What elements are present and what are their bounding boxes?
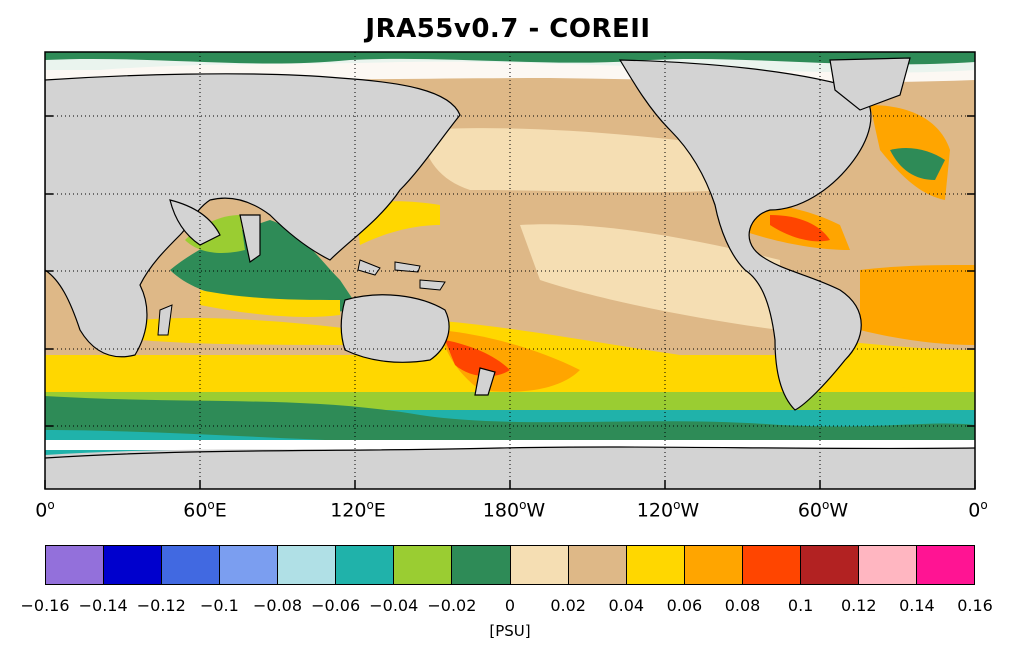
colorbar-swatch-0 bbox=[46, 546, 105, 584]
colorbar-tick-label-3: −0.1 bbox=[199, 596, 239, 615]
colorbar-tick-label-13: 0.1 bbox=[787, 596, 814, 615]
colorbar-swatch-4 bbox=[278, 546, 337, 584]
colorbar-tick-label-4: −0.08 bbox=[252, 596, 303, 615]
colorbar-swatch-9 bbox=[568, 546, 627, 584]
colorbar-tick-label-14: 0.12 bbox=[840, 596, 877, 615]
caribbean-red bbox=[770, 215, 830, 242]
map-gridlines bbox=[45, 52, 975, 489]
atlantic-orange bbox=[860, 265, 975, 345]
arabia-india-land bbox=[169, 199, 261, 264]
colorbar-tick-label-15: 0.14 bbox=[899, 596, 935, 615]
lon-label-2: 120oE bbox=[330, 498, 386, 522]
antarctica-white-edge bbox=[45, 440, 975, 450]
lon-label-5: 60oW bbox=[797, 498, 849, 522]
colorbar-swatch-7 bbox=[452, 546, 511, 584]
antarctica-coast bbox=[45, 446, 975, 459]
madagascar-land bbox=[157, 304, 173, 336]
southern-darkgreen-band bbox=[45, 396, 975, 448]
new-zealand-land bbox=[474, 367, 496, 396]
colorbar-swatch-3 bbox=[220, 546, 279, 584]
colorbar-tick-label-1: −0.14 bbox=[78, 596, 128, 615]
colorbar-units: [PSU] bbox=[489, 622, 531, 640]
lon-label-3: 180oW bbox=[482, 498, 546, 522]
colorbar-tick-label-6: −0.04 bbox=[369, 596, 419, 615]
colorbar-tick-label-9: 0.02 bbox=[550, 596, 586, 615]
americas-land bbox=[618, 59, 872, 411]
colorbar-tick-label-12: 0.08 bbox=[724, 596, 761, 615]
colorbar-swatch-5 bbox=[336, 546, 395, 584]
north-atlantic-darkgreen bbox=[890, 148, 945, 180]
colorbar-swatch-6 bbox=[394, 546, 453, 584]
colorbar-tick-label-5: −0.06 bbox=[311, 596, 361, 615]
lon-label-0: 0o bbox=[35, 498, 55, 522]
colorbar-tick-label-0: −0.16 bbox=[20, 596, 70, 615]
colorbar-swatch-12 bbox=[742, 546, 801, 584]
map-ticks bbox=[44, 115, 976, 489]
colorbar-swatch-1 bbox=[104, 546, 163, 584]
lon-label-4: 120oW bbox=[636, 498, 700, 522]
atlantic-yellow bbox=[830, 340, 975, 390]
greenland-land bbox=[829, 57, 911, 111]
colorbar-swatch-2 bbox=[162, 546, 221, 584]
equatorial-pacific-wheat bbox=[520, 224, 780, 330]
north-pacific-wheat bbox=[420, 128, 730, 193]
colorbar-swatch-15 bbox=[916, 546, 974, 584]
indonesia-land bbox=[357, 259, 446, 291]
colorbar-swatch-11 bbox=[684, 546, 743, 584]
colorbar-tick-label-7: −0.02 bbox=[427, 596, 477, 615]
colorbar-swatch-13 bbox=[800, 546, 859, 584]
africa-eurasia-land bbox=[45, 73, 461, 358]
colorbar bbox=[45, 545, 975, 585]
colorbar-tick-label-11: 0.06 bbox=[666, 596, 703, 615]
lon-label-6: 0o bbox=[968, 498, 988, 522]
lon-label-1: 60oE bbox=[183, 498, 227, 522]
map-title: JRA55v0.7 - COREII bbox=[365, 14, 651, 44]
colorbar-tick-label-2: −0.12 bbox=[136, 596, 186, 615]
indian-ocean-yellow bbox=[140, 318, 360, 345]
colorbar-swatch-14 bbox=[858, 546, 917, 584]
colorbar-swatch-8 bbox=[510, 546, 569, 584]
colorbar-tick-label-10: 0.04 bbox=[608, 596, 645, 615]
indian-ocean-yellow-2 bbox=[200, 290, 340, 317]
australia-land bbox=[340, 294, 450, 363]
colorbar-tick-label-8: 0 bbox=[504, 596, 516, 615]
colorbar-tick-label-16: 0.16 bbox=[957, 596, 993, 615]
colorbar-swatch-10 bbox=[626, 546, 685, 584]
